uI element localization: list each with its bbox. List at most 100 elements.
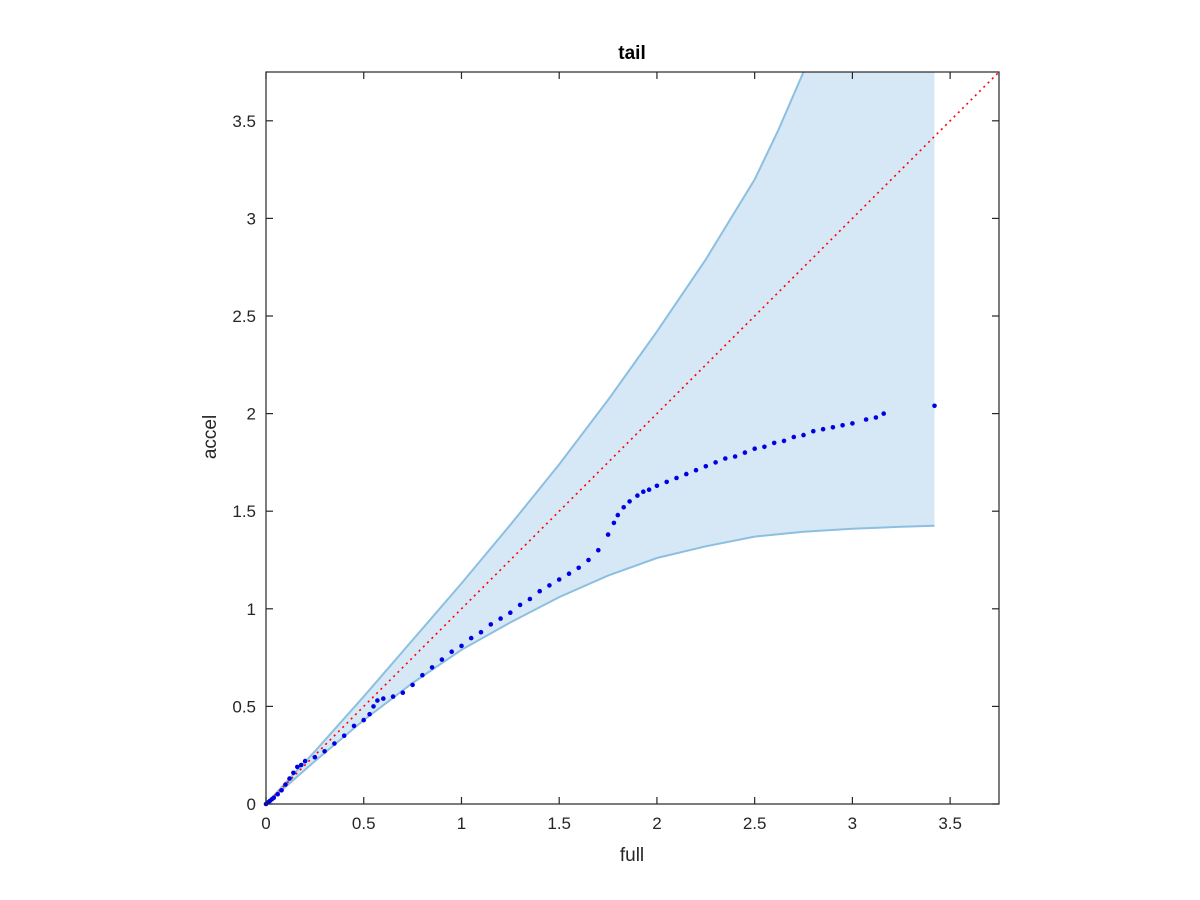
x-tick-label: 1 (457, 814, 466, 833)
data-point (275, 791, 281, 797)
data-point (873, 415, 879, 420)
data-point (271, 795, 277, 801)
data-point (863, 417, 869, 422)
data-point (840, 423, 845, 428)
y-tick-label: 3.5 (232, 112, 256, 131)
y-tick-label: 1.5 (232, 502, 256, 521)
data-point (771, 440, 777, 446)
data-point (298, 762, 304, 768)
data-point (762, 444, 767, 450)
data-point (621, 505, 626, 510)
data-point (605, 532, 611, 537)
y-tick-label: 0 (247, 795, 256, 814)
data-point (635, 493, 640, 498)
data-point (375, 698, 380, 703)
data-point (371, 704, 376, 709)
x-tick-label: 1.5 (547, 814, 571, 833)
data-point (723, 456, 728, 461)
data-point (820, 426, 826, 432)
data-point (596, 547, 601, 553)
axes-box (265, 71, 1000, 805)
data-point (781, 438, 787, 444)
x-axis-label: full (620, 845, 644, 866)
data-point (449, 649, 455, 654)
data-point (801, 432, 806, 438)
data-point (302, 758, 308, 764)
data-point (410, 682, 415, 688)
data-point (312, 754, 318, 760)
data-point (291, 770, 296, 776)
data-point (627, 499, 632, 504)
data-point (361, 717, 367, 723)
x-tick-label: 0 (261, 814, 270, 833)
data-point (752, 446, 757, 452)
y-tick-label: 0.5 (232, 697, 256, 716)
data-point (703, 464, 709, 469)
data-point (400, 690, 406, 695)
data-point (713, 460, 718, 465)
y-axis-label: accel (200, 415, 221, 459)
x-axis-ticks: 0 0.5 1 1.5 2 2.5 3 3.5 (261, 72, 962, 833)
data-point (932, 403, 937, 409)
x-tick-label: 0.5 (352, 814, 376, 833)
x-tick-label: 3.5 (938, 814, 962, 833)
data-point (381, 696, 386, 701)
y-tick-label: 3 (247, 209, 256, 228)
data-point (459, 643, 464, 649)
data-point (537, 588, 542, 594)
data-point (684, 471, 689, 477)
data-point (791, 434, 797, 440)
y-axis-ticks: 0 0.5 1 1.5 2 2.5 3 3.5 (232, 112, 999, 814)
data-point (351, 723, 357, 729)
data-point (478, 629, 484, 635)
data-point (390, 694, 396, 699)
y-tick-label: 2.5 (232, 307, 256, 326)
data-point (547, 583, 552, 588)
data-point (615, 512, 621, 518)
data-point (576, 565, 581, 571)
x-tick-label: 3 (848, 814, 857, 833)
data-point (556, 577, 562, 582)
data-point (508, 610, 513, 615)
data-point (367, 711, 372, 717)
data-point (646, 487, 652, 493)
chart-title: tail (618, 43, 645, 64)
confidence-band (266, 72, 935, 804)
data-point (881, 411, 886, 416)
data-point (283, 782, 288, 787)
data-point (611, 520, 617, 526)
data-point (850, 421, 855, 426)
data-point (468, 635, 474, 641)
plot-area (263, 71, 1000, 807)
x-tick-label: 2 (652, 814, 661, 833)
data-point (429, 665, 435, 670)
data-point (420, 672, 425, 678)
data-point (732, 454, 738, 459)
data-points (263, 403, 937, 807)
data-point (439, 657, 445, 662)
x-tick-label: 2.5 (743, 814, 767, 833)
data-point (341, 733, 347, 738)
data-point (488, 622, 494, 627)
data-point (664, 479, 669, 485)
data-point (641, 489, 646, 495)
confidence-band-upper-edge (265, 71, 805, 805)
data-point (322, 749, 327, 754)
data-point (830, 425, 836, 430)
data-point (332, 741, 337, 746)
data-point (527, 596, 533, 602)
data-point (498, 616, 503, 621)
data-point (586, 557, 591, 563)
reference-line (265, 71, 1000, 805)
data-point (566, 571, 572, 576)
y-tick-label: 2 (247, 405, 256, 424)
y-tick-label: 1 (247, 600, 256, 619)
data-point (287, 776, 292, 781)
data-point (742, 450, 748, 455)
data-point (674, 475, 679, 481)
confidence-band-lower-edge (265, 524, 935, 805)
data-point (811, 428, 816, 434)
data-point (693, 467, 699, 473)
data-point (295, 764, 300, 770)
